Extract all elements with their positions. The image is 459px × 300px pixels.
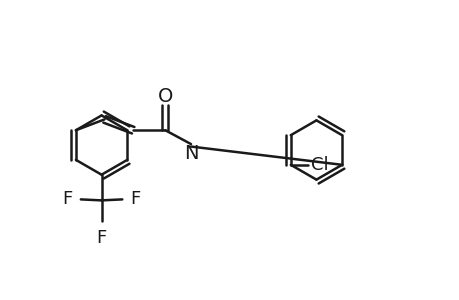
Text: N: N	[183, 145, 198, 164]
Text: F: F	[62, 190, 73, 208]
Text: F: F	[130, 190, 140, 208]
Text: Cl: Cl	[310, 156, 327, 174]
Text: F: F	[96, 229, 106, 247]
Text: O: O	[157, 87, 173, 106]
